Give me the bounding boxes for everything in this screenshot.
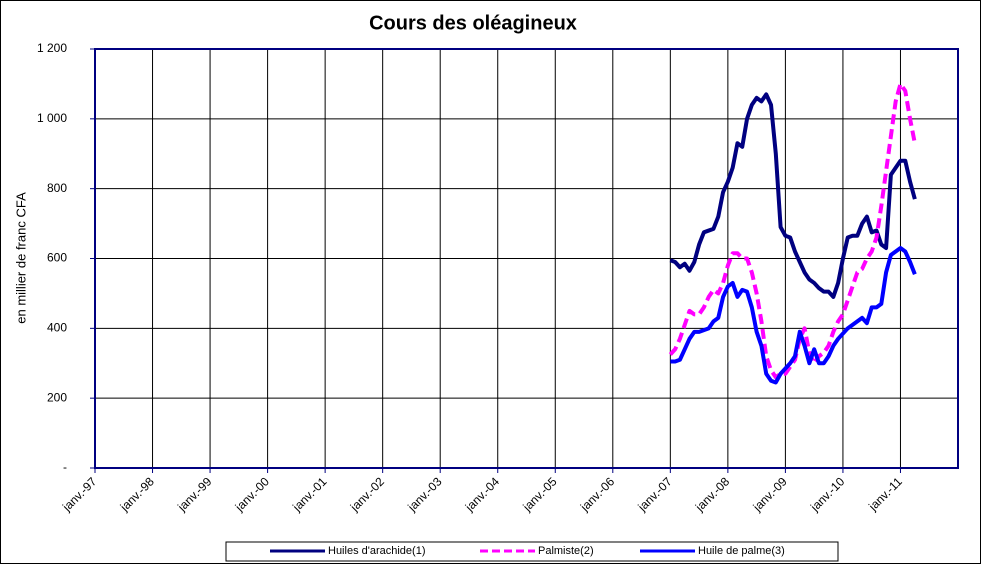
y-tick-label: 800 <box>47 181 67 195</box>
plot-border <box>94 48 959 469</box>
y-tick-label: - <box>63 460 67 474</box>
y-tick-label: 1 200 <box>37 41 67 55</box>
legend-label: Huile de palme(3) <box>698 545 785 557</box>
legend-label: Huiles d'arachide(1) <box>328 545 425 557</box>
legend-label: Palmiste(2) <box>538 545 594 557</box>
y-tick-label: 200 <box>47 390 67 404</box>
y-tick-label: 400 <box>47 321 67 335</box>
y-axis-label: en millier de franc CFA <box>13 192 28 324</box>
y-tick-label: 600 <box>47 251 67 265</box>
y-tick-label: 1 000 <box>37 111 67 125</box>
series-line <box>670 246 917 385</box>
chart-title: Cours des oléagineux <box>369 12 577 34</box>
series-line <box>668 81 917 380</box>
series-line <box>669 92 917 299</box>
